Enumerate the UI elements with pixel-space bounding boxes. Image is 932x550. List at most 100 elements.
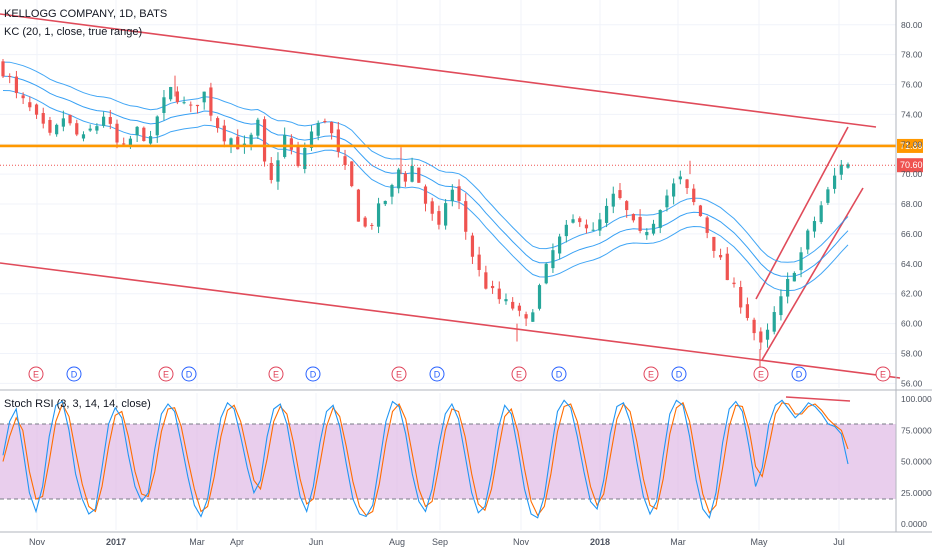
- price-tick-label: 80.00: [901, 20, 923, 30]
- event-markers[interactable]: E E E E E E E ED D D D D D D: [28, 366, 891, 382]
- time-tick-label: Jul: [833, 537, 845, 547]
- candle-down: [122, 143, 126, 145]
- candle-up: [316, 122, 320, 136]
- earnings-marker[interactable]: E: [158, 366, 174, 382]
- stoch-divergence-trendline: [785, 396, 851, 402]
- dividend-marker-circle: [671, 366, 687, 382]
- candle-down: [236, 136, 240, 150]
- symbol-legend[interactable]: KELLOGG COMPANY, 1D, BATS: [4, 8, 168, 20]
- stoch-rsi-band-fill: [0, 424, 896, 499]
- stoch-rsi-d-line: [2, 401, 849, 517]
- candle-down: [21, 95, 25, 99]
- candle-up: [611, 193, 615, 207]
- earnings-marker-circle: [643, 366, 659, 382]
- channel-lower-trendline: [0, 262, 901, 379]
- candle-up: [558, 236, 562, 254]
- earnings-marker-label: E: [163, 370, 169, 380]
- candle-down: [718, 255, 723, 258]
- price-tick-label: 58.00: [901, 348, 923, 358]
- trendlines[interactable]: [0, 13, 901, 402]
- dividend-marker[interactable]: D: [429, 366, 445, 382]
- earnings-marker-label: E: [648, 370, 654, 380]
- price-tick-label: 60.00: [901, 319, 923, 329]
- price-tick-label: 72.00: [901, 139, 923, 149]
- candle-down: [423, 186, 428, 204]
- candle-down: [484, 272, 488, 289]
- candle-up: [303, 147, 307, 170]
- dividend-marker-circle: [181, 366, 197, 382]
- candle-up: [397, 169, 401, 189]
- dividend-marker-circle: [551, 366, 567, 382]
- dividend-marker[interactable]: D: [66, 366, 82, 382]
- time-tick-label: Aug: [389, 537, 405, 547]
- resistance-badge: [897, 138, 923, 153]
- candle-down: [48, 119, 52, 133]
- keltner-legend[interactable]: KC (20, 1, close, true range): [4, 26, 143, 38]
- candle-up: [95, 126, 99, 131]
- time-tick-label: Mar: [189, 537, 205, 547]
- time-tick-label: Nov: [513, 537, 530, 547]
- candle-up: [148, 136, 153, 144]
- earnings-marker[interactable]: E: [511, 366, 527, 382]
- candle-up: [564, 224, 568, 237]
- time-tick-label: May: [750, 537, 768, 547]
- last-price-badge: [897, 158, 923, 173]
- candle-up: [81, 134, 86, 139]
- earnings-marker[interactable]: E: [268, 366, 284, 382]
- time-tick-label: 2017: [106, 537, 126, 547]
- candle-up: [444, 203, 448, 226]
- earnings-marker-label: E: [396, 370, 402, 380]
- candle-up: [256, 119, 260, 136]
- stoch-rsi-legend[interactable]: Stoch RSI (3, 3, 14, 14, close): [4, 398, 151, 410]
- candle-down: [336, 129, 340, 152]
- earnings-marker[interactable]: E: [391, 366, 407, 382]
- candle-up: [182, 102, 186, 104]
- candle-down: [698, 205, 703, 217]
- dividend-marker[interactable]: D: [791, 366, 807, 382]
- dividend-marker-label: D: [556, 370, 563, 380]
- candlesticks: [1, 58, 850, 370]
- candle-up: [162, 97, 166, 113]
- candle-down: [330, 122, 334, 134]
- earnings-marker[interactable]: E: [875, 366, 891, 382]
- candle-down: [685, 179, 689, 189]
- candle-down: [638, 217, 642, 231]
- candle-down: [14, 76, 19, 94]
- candle-up: [531, 312, 535, 322]
- earnings-marker[interactable]: E: [753, 366, 769, 382]
- earnings-marker-label: E: [516, 370, 522, 380]
- candle-down: [712, 236, 716, 251]
- candle-up: [88, 128, 92, 131]
- last-price-badge-label: 70.60: [900, 160, 923, 170]
- candle-down: [578, 218, 582, 223]
- candle-up: [376, 203, 381, 227]
- earnings-marker[interactable]: E: [28, 366, 44, 382]
- candle-down: [142, 127, 146, 142]
- candle-up: [658, 210, 662, 228]
- time-tick-label: Jun: [309, 537, 324, 547]
- dividend-marker[interactable]: D: [671, 366, 687, 382]
- candle-down: [739, 287, 743, 308]
- candle-down: [175, 91, 179, 103]
- candle-down: [417, 167, 421, 183]
- resistance-badge-label: 71.89: [900, 141, 923, 151]
- dividend-marker[interactable]: D: [551, 366, 567, 382]
- stoch-rsi-tick-label: 25.0000: [901, 488, 932, 498]
- candle-up: [229, 138, 233, 146]
- candle-down: [222, 125, 226, 142]
- price-tick-label: 66.00: [901, 229, 923, 239]
- dividend-marker[interactable]: D: [305, 366, 321, 382]
- candle-down: [477, 254, 481, 270]
- dividend-marker[interactable]: D: [181, 366, 197, 382]
- candle-down: [41, 113, 45, 124]
- candle-down: [323, 120, 327, 122]
- candle-up: [598, 219, 602, 231]
- candle-down: [28, 102, 32, 108]
- earnings-marker[interactable]: E: [643, 366, 659, 382]
- earnings-marker-circle: [268, 366, 284, 382]
- stoch-rsi-tick-label: 50.0000: [901, 457, 932, 467]
- candle-down: [1, 61, 5, 77]
- candle-down: [269, 162, 273, 180]
- candle-down: [216, 118, 220, 129]
